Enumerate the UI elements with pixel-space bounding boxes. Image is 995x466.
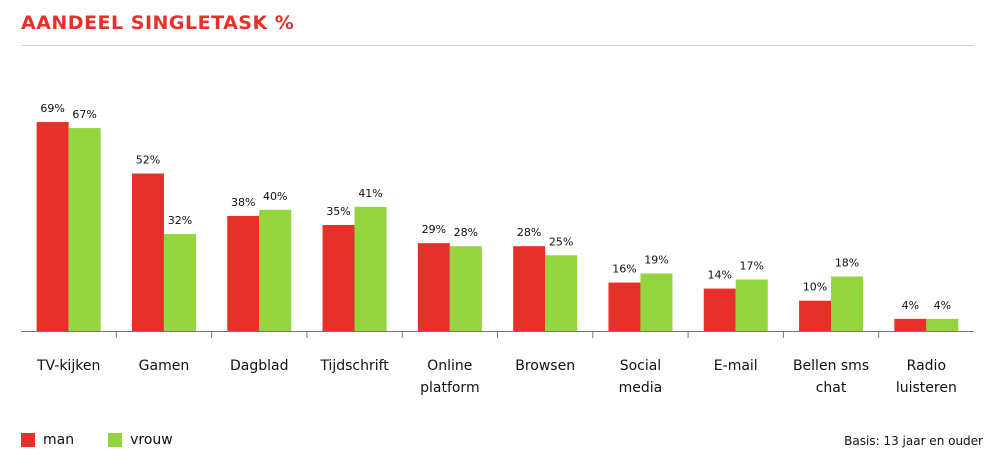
data-label-man: 38% [231, 196, 255, 209]
category-label: Social media [619, 358, 663, 396]
chart-title: AANDEEL SINGLETASK % [21, 12, 295, 34]
category-label: Dagblad [230, 358, 289, 374]
bar-man [227, 215, 260, 331]
category-label: Browsen [515, 358, 575, 374]
data-label-vrouw: 32% [168, 214, 192, 227]
title-divider [21, 45, 974, 46]
data-label-man: 35% [326, 205, 350, 218]
bar-man [608, 282, 641, 331]
bar-vrouw [735, 279, 768, 331]
data-label-man: 14% [708, 269, 732, 282]
legend-item-man: man [21, 432, 74, 448]
legend-item-vrouw: vrouw [108, 432, 173, 448]
category-label: TV-kijken [36, 358, 100, 374]
category-label: Tijdschrift [319, 358, 389, 374]
bar-man [894, 318, 927, 331]
legend: man vrouw [21, 432, 207, 448]
data-label-vrouw: 25% [549, 235, 573, 248]
bar-man [703, 288, 736, 331]
bar-man [131, 173, 164, 331]
data-label-man: 28% [517, 226, 541, 239]
data-label-man: 16% [612, 263, 636, 276]
legend-swatch-vrouw [108, 433, 123, 447]
legend-label-vrouw: vrouw [130, 432, 173, 448]
data-label-man: 52% [136, 154, 160, 167]
bar-vrouw [163, 234, 196, 331]
data-label-man: 10% [803, 281, 827, 294]
category-label: E-mail [714, 358, 758, 374]
data-label-vrouw: 17% [740, 260, 764, 273]
data-label-vrouw: 19% [644, 253, 668, 266]
bar-man [799, 300, 832, 331]
bar-vrouw [640, 273, 673, 331]
data-label-vrouw: 4% [934, 299, 951, 312]
data-label-vrouw: 18% [835, 256, 859, 269]
bar-vrouw [259, 209, 292, 331]
bar-vrouw [926, 318, 959, 331]
category-label: Gamen [139, 358, 190, 374]
bar-man [513, 246, 546, 331]
legend-label-man: man [43, 432, 75, 448]
bar-man [36, 122, 69, 332]
category-label: Online platform [420, 358, 480, 396]
bar-man [322, 225, 355, 331]
data-label-man: 29% [422, 223, 446, 236]
bar-vrouw [831, 276, 864, 331]
bar-man [417, 243, 450, 331]
data-label-man: 69% [40, 102, 64, 115]
category-label: Bellen sms chat [793, 358, 869, 396]
bar-vrouw [354, 206, 387, 331]
data-label-vrouw: 41% [358, 187, 382, 200]
legend-swatch-man [21, 433, 35, 447]
bar-vrouw [449, 246, 482, 331]
data-label-vrouw: 67% [72, 108, 96, 121]
bar-vrouw [545, 255, 578, 331]
data-label-vrouw: 40% [263, 190, 287, 203]
basis-note: Basis: 13 jaar en ouder [844, 434, 983, 448]
category-label: Radio luisteren [896, 358, 957, 396]
data-label-vrouw: 28% [454, 226, 478, 239]
bar-vrouw [68, 128, 101, 331]
data-label-man: 4% [902, 299, 919, 312]
